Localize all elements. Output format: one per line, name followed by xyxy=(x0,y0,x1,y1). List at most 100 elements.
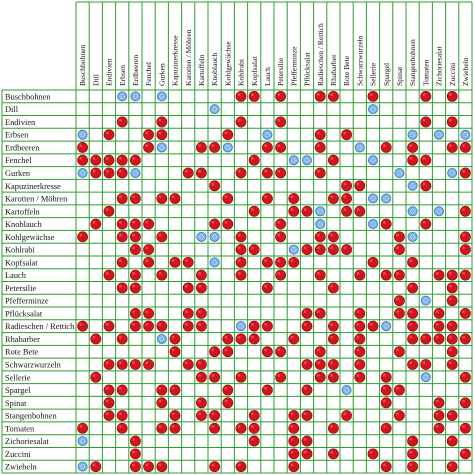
cell-good-spinat-zwiebeln xyxy=(459,397,471,409)
cell-good-highlight xyxy=(435,322,439,326)
col-header-kohlgewaechse: Kohlgewächse xyxy=(223,41,232,86)
cell-good-highlight xyxy=(448,297,452,301)
cell-good-sellerie-kohlrabi xyxy=(235,371,247,383)
cell-good-zwiebeln-kohlrabi xyxy=(235,461,247,473)
cell-good-rhabarber-schwarzwurzeln xyxy=(354,333,366,345)
cell-good-highlight xyxy=(462,271,466,275)
cell-good-highlight xyxy=(448,348,452,352)
cell-good-highlight xyxy=(118,284,122,288)
cell-good-highlight xyxy=(92,463,96,467)
col-header-zuccini: Zuccini xyxy=(448,63,457,86)
cell-good-highlight xyxy=(132,437,136,441)
cell-good-rhabarber-rhabarber xyxy=(327,333,339,345)
cell-good-highlight xyxy=(448,284,452,288)
cell-good-lauch-zichoriesalat xyxy=(433,269,445,281)
cell-good-highlight xyxy=(118,220,122,224)
cell-bad-pattern xyxy=(410,208,416,214)
cell-good-highlight xyxy=(396,348,400,352)
cell-good-karotten-moehren-erdbeeren xyxy=(129,193,141,204)
cell-good-karotten-moehren-pfefferminze xyxy=(288,193,300,204)
cell-good-highlight xyxy=(382,399,386,403)
cell-good-highlight xyxy=(343,195,347,199)
cell-good-zwiebeln-spargel xyxy=(380,461,392,473)
col-header-petersilie: Petersilie xyxy=(276,57,285,86)
cell-good-highlight xyxy=(435,310,439,314)
cell-good-highlight xyxy=(145,310,149,314)
cell-good-highlight xyxy=(250,335,254,339)
cell-bad-kapuzinerkresse-stangenbohnen xyxy=(407,180,418,191)
cell-good-sellerie-petersilie xyxy=(275,371,287,383)
cell-bad-pattern xyxy=(370,221,376,227)
cell-good-highlight xyxy=(316,246,320,250)
cell-good-rhabarber-stangenbohnen xyxy=(407,333,419,345)
cell-good-highlight xyxy=(422,335,426,339)
cell-good-highlight xyxy=(145,259,149,262)
cell-good-stangenbohnen-spinat xyxy=(393,410,405,421)
cell-good-highlight xyxy=(343,182,347,186)
cell-good-tomaten-pfefferminze xyxy=(288,422,300,434)
cell-good-endivien-petersilie xyxy=(275,116,287,128)
cell-bad-pattern xyxy=(132,170,138,176)
cell-good-highlight xyxy=(250,208,254,211)
cell-good-highlight xyxy=(422,182,426,186)
cell-good-highlight xyxy=(462,169,466,173)
cell-good-highlight xyxy=(422,220,426,224)
cell-good-gurken-radieschen-rettich xyxy=(314,167,326,179)
cell-good-kopfsalat-fenchel xyxy=(143,256,155,268)
cell-good-highlight xyxy=(92,169,96,173)
cell-good-kapuzinerkresse-tomaten xyxy=(420,180,432,192)
cell-good-highlight xyxy=(330,425,334,428)
cell-good-karotten-moehren-rhabarber xyxy=(327,193,339,204)
cell-good-highlight xyxy=(316,374,320,377)
cell-good-highlight xyxy=(356,348,360,352)
cell-good-kartoffeln-rote-bete xyxy=(341,205,353,217)
cell-bad-pattern xyxy=(317,221,323,227)
cell-good-highlight xyxy=(237,425,241,428)
cell-good-highlight xyxy=(198,169,202,173)
row-header-pfluecksalat: Pflücksalat xyxy=(5,309,43,318)
cell-bad-pattern xyxy=(344,387,350,393)
cell-good-highlight xyxy=(422,93,426,97)
cell-good-highlight xyxy=(435,399,439,403)
col-header-zwiebeln: Zwiebeln xyxy=(461,57,470,86)
cell-bad-fenchel-pfefferminze xyxy=(288,155,299,166)
cell-good-fenchel-kopfsalat xyxy=(248,154,260,166)
row-header-kohlgewaechse: Kohlgewächse xyxy=(5,233,55,242)
cell-good-gurken-endivien xyxy=(103,167,115,179)
cell-good-knoblauch-spargel xyxy=(380,218,392,230)
cell-good-stangenbohnen-pfluecksalat xyxy=(301,410,313,421)
cell-good-radieschen-rettich-fenchel xyxy=(143,320,155,332)
cell-good-radieschen-rettich-lauch xyxy=(261,320,273,332)
cell-good-stangenbohnen-erbsen xyxy=(116,410,128,421)
row-header-kartoffeln: Kartoffeln xyxy=(5,207,41,216)
cell-bad-rhabarber-gurken xyxy=(156,333,167,344)
cell-good-fenchel-rhabarber xyxy=(327,154,339,166)
cell-good-highlight xyxy=(290,412,294,416)
cell-good-highlight xyxy=(237,259,241,262)
cell-good-sellerie-kartoffeln xyxy=(195,371,207,383)
cell-bad-pattern xyxy=(132,93,138,99)
cell-good-highlight xyxy=(303,361,307,365)
cell-good-highlight xyxy=(132,463,136,467)
cell-good-highlight xyxy=(264,195,268,199)
cell-good-highlight xyxy=(409,463,413,467)
cell-good-knoblauch-dill xyxy=(90,218,102,230)
cell-good-kohlgewaechse-petersilie xyxy=(275,231,287,243)
cell-good-highlight xyxy=(132,220,136,224)
cell-good-highlight xyxy=(118,233,122,237)
cell-good-karotten-moehren-rote-bete xyxy=(341,193,353,204)
cell-good-highlight xyxy=(303,412,307,416)
row-header-schwarzwurzeln: Schwarzwurzeln xyxy=(5,360,62,369)
cell-good-highlight xyxy=(303,208,307,211)
cell-good-highlight xyxy=(343,412,347,416)
cell-good-kopfsalat-karotten-moehren xyxy=(182,256,194,268)
cell-good-highlight xyxy=(316,348,320,352)
cell-good-highlight xyxy=(264,259,268,262)
cell-good-lauch-zwiebeln xyxy=(459,269,471,281)
cell-good-rhabarber-zichoriesalat xyxy=(433,333,445,345)
cell-good-highlight xyxy=(171,425,175,428)
cell-bad-sellerie-tomaten xyxy=(420,372,431,383)
cell-good-highlight xyxy=(132,322,136,326)
cell-good-highlight xyxy=(409,259,413,262)
